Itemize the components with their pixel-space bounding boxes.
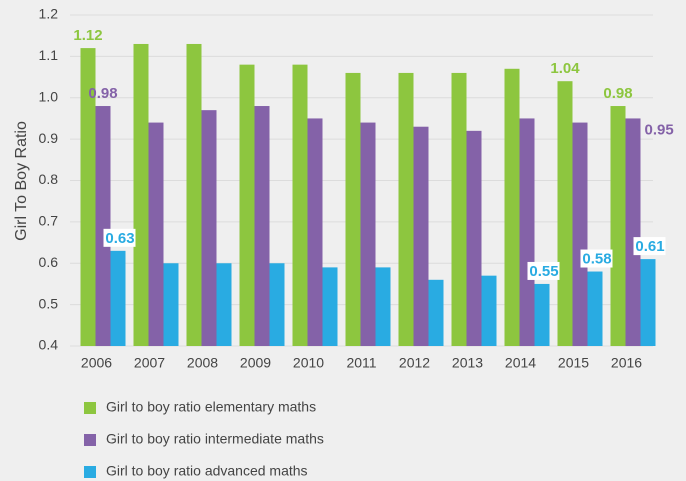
bar <box>110 250 126 346</box>
y-axis-label: Girl To Boy Ratio <box>13 121 30 241</box>
value-label: 0.95 <box>645 121 674 138</box>
bar <box>80 48 96 346</box>
x-tick-label: 2007 <box>134 355 165 371</box>
bar <box>504 68 520 346</box>
bar <box>572 122 588 346</box>
x-tick-label: 2013 <box>452 355 483 371</box>
x-tick-label: 2014 <box>505 355 536 371</box>
x-tick-label: 2010 <box>293 355 324 371</box>
bar <box>307 118 323 346</box>
legend-swatch <box>84 434 96 446</box>
value-label: 1.04 <box>550 60 580 77</box>
legend-label: Girl to boy ratio intermediate maths <box>106 431 324 447</box>
value-label: 0.63 <box>105 230 134 247</box>
x-tick-label: 2016 <box>611 355 642 371</box>
value-label: 0.61 <box>635 238 664 255</box>
bar <box>163 263 179 346</box>
bar <box>451 72 467 347</box>
bar <box>292 64 308 347</box>
bar <box>587 271 603 346</box>
bar <box>625 118 641 346</box>
bar <box>557 81 573 346</box>
bar <box>269 263 285 346</box>
y-tick-label: 0.8 <box>39 171 59 187</box>
value-label: 0.58 <box>582 250 611 267</box>
value-label: 0.55 <box>529 263 558 280</box>
y-tick-label: 0.6 <box>39 254 59 270</box>
y-tick-label: 1.0 <box>39 88 59 104</box>
value-label-box <box>633 237 666 256</box>
x-tick-label: 2012 <box>399 355 430 371</box>
bar <box>375 267 391 346</box>
bar <box>534 283 550 346</box>
bar <box>413 126 429 347</box>
y-tick-label: 1.2 <box>39 6 59 22</box>
value-label-box <box>580 249 613 268</box>
bar <box>519 118 535 346</box>
bar <box>481 275 497 346</box>
value-label: 1.12 <box>73 27 102 44</box>
x-tick-label: 2015 <box>558 355 589 371</box>
bar <box>254 106 270 347</box>
bar <box>466 130 482 346</box>
bar <box>95 106 111 347</box>
bar <box>148 122 164 346</box>
bar <box>345 72 361 347</box>
x-tick-label: 2011 <box>346 355 376 371</box>
bar <box>610 106 626 347</box>
x-tick-label: 2006 <box>81 355 112 371</box>
legend-label: Girl to boy ratio advanced maths <box>106 463 308 479</box>
bar <box>201 110 217 346</box>
legend-label: Girl to boy ratio elementary maths <box>106 399 316 415</box>
y-tick-label: 0.5 <box>39 295 59 311</box>
bar <box>428 279 444 346</box>
bar <box>239 64 255 347</box>
value-label-box <box>103 228 136 247</box>
bar <box>640 259 656 346</box>
bar <box>216 263 232 346</box>
y-tick-label: 0.4 <box>39 337 59 353</box>
x-tick-label: 2009 <box>240 355 271 371</box>
legend-swatch <box>84 402 96 414</box>
y-tick-label: 1.1 <box>39 47 59 63</box>
bar <box>186 43 202 347</box>
value-label: 0.98 <box>603 85 632 102</box>
bar <box>322 267 338 346</box>
value-label-box <box>527 261 560 280</box>
y-tick-label: 0.7 <box>39 213 59 229</box>
x-tick-label: 2008 <box>187 355 218 371</box>
value-label: 0.98 <box>88 85 117 102</box>
bar <box>133 43 149 347</box>
bar <box>398 72 414 347</box>
y-tick-label: 0.9 <box>39 130 59 146</box>
bar <box>360 122 376 346</box>
legend-swatch <box>84 466 96 478</box>
